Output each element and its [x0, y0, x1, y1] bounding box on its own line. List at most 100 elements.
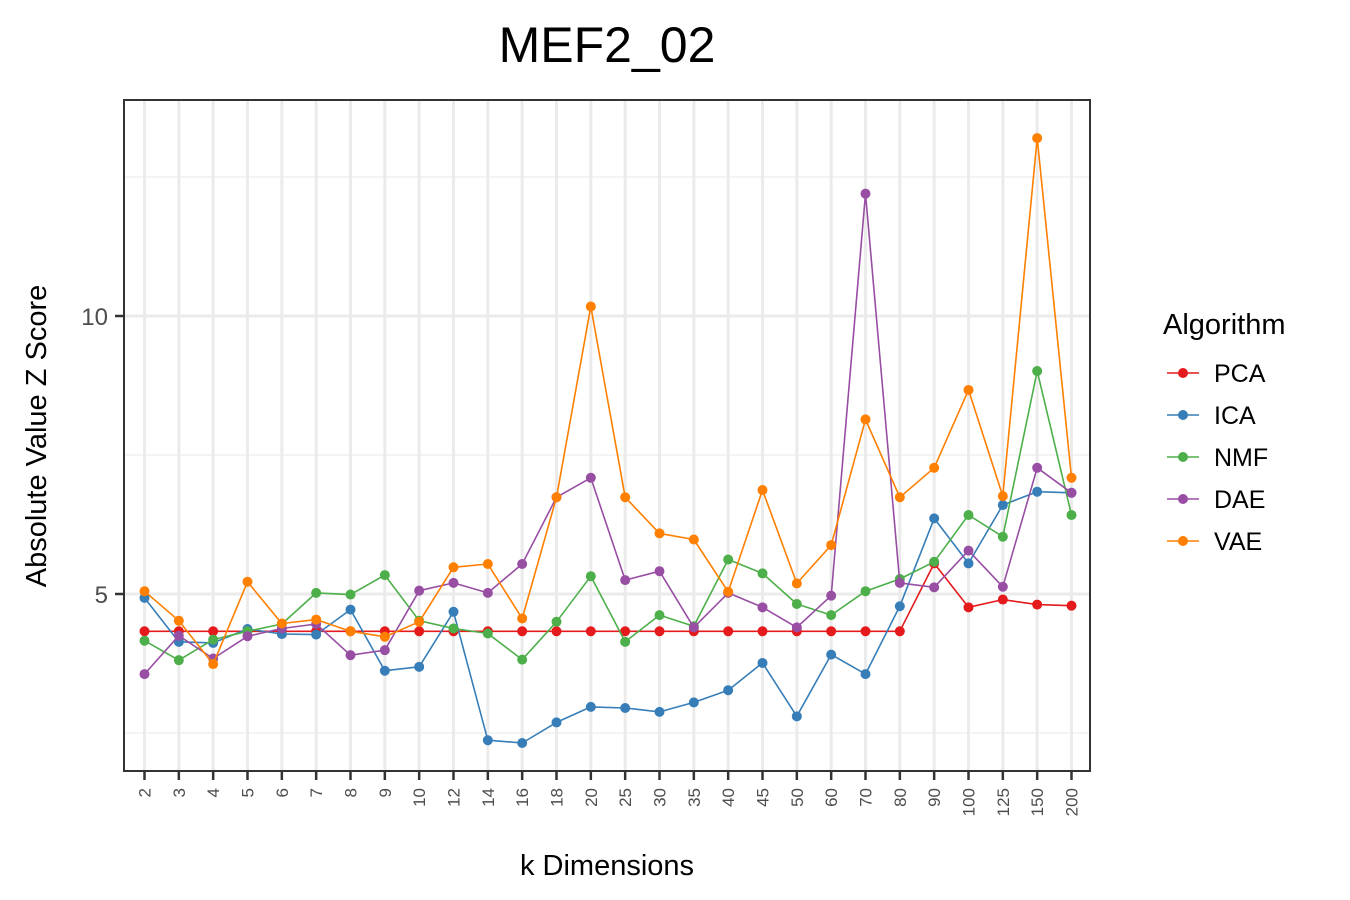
data-point — [620, 636, 631, 647]
data-point — [757, 485, 768, 496]
data-point — [448, 577, 459, 588]
series-line — [143, 192, 1072, 675]
data-point — [585, 571, 596, 582]
x-tick-label: 9 — [376, 788, 395, 797]
data-point — [414, 585, 425, 596]
legend-key-point — [1178, 410, 1188, 420]
data-point — [242, 576, 253, 587]
data-point — [1066, 487, 1077, 498]
data-point — [173, 630, 184, 641]
x-tick-label: 150 — [1028, 788, 1047, 816]
data-point — [929, 556, 940, 567]
data-point — [620, 575, 631, 586]
data-point — [620, 702, 631, 713]
x-tick-label: 40 — [719, 788, 738, 807]
data-point — [963, 510, 974, 521]
x-tick-label: 60 — [822, 788, 841, 807]
data-point — [585, 701, 596, 712]
data-point — [654, 706, 665, 717]
data-point — [517, 626, 528, 637]
x-tick-label: 18 — [548, 788, 567, 807]
data-point — [723, 685, 734, 696]
data-point — [173, 615, 184, 626]
y-tick-label: 10 — [81, 304, 108, 331]
data-point — [379, 631, 390, 642]
legend-title: Algorithm — [1163, 309, 1286, 341]
data-point — [517, 654, 528, 665]
data-point — [997, 531, 1008, 542]
data-point — [929, 462, 940, 473]
data-point — [1066, 600, 1077, 611]
x-tick-label: 90 — [925, 788, 944, 807]
data-point — [997, 491, 1008, 502]
legend-key-point — [1178, 494, 1188, 504]
data-point — [860, 626, 871, 637]
data-point — [345, 604, 356, 615]
data-point — [379, 570, 390, 581]
grid — [124, 100, 1090, 771]
series-line — [144, 370, 1073, 662]
data-point — [894, 577, 905, 588]
data-point — [1032, 599, 1043, 610]
x-tick-label: 8 — [342, 788, 361, 797]
data-point — [448, 606, 459, 617]
data-point — [448, 623, 459, 634]
x-tick-label: 50 — [788, 788, 807, 807]
data-point — [723, 554, 734, 565]
data-point — [139, 635, 150, 646]
data-point — [997, 594, 1008, 605]
data-point — [1032, 486, 1043, 497]
legend-label: VAE — [1214, 528, 1262, 556]
data-point — [482, 628, 493, 639]
data-point — [826, 626, 837, 637]
x-axis: 2 3 4 5 6 7 8 9 10 12 14 16 18 20 25 30 35 40 45 50 60 70 80 90… — [136, 771, 1082, 816]
data-point — [963, 545, 974, 556]
legend-key-point — [1178, 536, 1188, 546]
legend-item-ica: ICA — [1167, 402, 1256, 430]
data-point — [345, 589, 356, 600]
x-tick-label: 12 — [445, 788, 464, 807]
data-point — [379, 665, 390, 676]
x-tick-label: 25 — [616, 788, 635, 807]
plot-panel-border — [123, 99, 1091, 772]
x-axis-title: k Dimensions — [520, 850, 694, 882]
data-point — [860, 586, 871, 597]
data-point — [757, 657, 768, 668]
data-point — [1032, 133, 1043, 144]
data-point — [311, 629, 322, 640]
legend-item-dae: DAE — [1167, 486, 1265, 514]
data-point — [963, 384, 974, 395]
data-point — [997, 581, 1008, 592]
data-point — [551, 492, 562, 503]
data-point — [139, 669, 150, 680]
data-point — [654, 626, 665, 637]
data-point — [517, 558, 528, 569]
data-point — [517, 613, 528, 624]
data-point — [482, 558, 493, 569]
data-point — [208, 626, 219, 637]
data-point — [208, 634, 219, 645]
data-point — [448, 562, 459, 573]
legend: Algorithm PCA ICA NMF DAE VAE — [1163, 309, 1286, 556]
legend-item-vae: VAE — [1167, 528, 1262, 556]
data-point — [826, 590, 837, 601]
data-point — [585, 626, 596, 637]
legend-label: PCA — [1214, 360, 1266, 388]
data-point — [345, 650, 356, 661]
legend-label: NMF — [1214, 444, 1268, 472]
legend-item-pca: PCA — [1167, 360, 1266, 388]
data-point — [791, 622, 802, 633]
x-tick-label: 14 — [479, 788, 498, 807]
data-point — [482, 735, 493, 746]
data-point — [654, 528, 665, 539]
series-vae — [139, 133, 1077, 670]
chart-title: MEF2_02 — [499, 17, 716, 73]
x-tick-label: 4 — [204, 788, 223, 797]
data-point — [860, 414, 871, 425]
data-point — [414, 661, 425, 672]
data-point — [414, 626, 425, 637]
data-point — [688, 697, 699, 708]
data-point — [414, 616, 425, 627]
data-point — [791, 578, 802, 589]
